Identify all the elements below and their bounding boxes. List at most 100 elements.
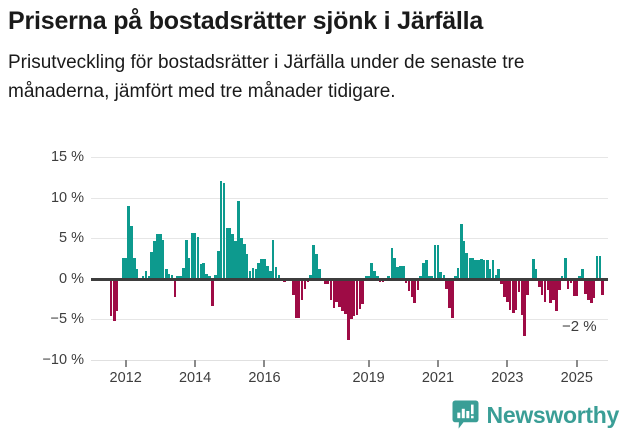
newsworthy-logo[interactable]: Newsworthy — [452, 400, 619, 430]
bar — [399, 265, 402, 279]
bar — [566, 278, 570, 289]
bar — [569, 278, 573, 283]
bar — [332, 278, 336, 309]
y-axis-tick-label: 10 % — [50, 189, 84, 206]
bar — [341, 278, 344, 312]
bar — [269, 270, 272, 279]
bar — [199, 264, 203, 279]
bar — [488, 269, 492, 279]
x-axis-tick-label: 2012 — [109, 370, 142, 386]
bar — [390, 247, 394, 279]
bar — [133, 257, 136, 279]
bar — [265, 265, 269, 279]
bar — [433, 244, 437, 279]
bar — [448, 278, 451, 309]
gridline — [91, 197, 608, 199]
bar — [115, 278, 119, 312]
bar — [338, 278, 342, 308]
bar — [456, 268, 460, 279]
bar — [211, 278, 214, 306]
bar — [170, 274, 174, 279]
bar — [297, 278, 301, 318]
bar — [193, 232, 197, 279]
bar — [187, 257, 191, 279]
bar — [329, 278, 333, 300]
bar — [323, 278, 327, 284]
chart-footer: Newsworthy — [0, 398, 631, 439]
bar — [465, 252, 469, 279]
bar — [312, 244, 316, 279]
bar — [422, 262, 425, 279]
bar — [274, 266, 278, 279]
last-value-annotation: −2 % — [562, 318, 597, 336]
bar — [344, 278, 347, 314]
bar — [182, 268, 185, 279]
chart-header: Priserna på bostadsrätter sjönk i Järfäl… — [0, 0, 631, 106]
bar — [517, 278, 521, 292]
bar — [586, 278, 590, 300]
bar — [303, 278, 307, 289]
chart-plot-area: 15 % 10 % 5 % 0 % −5 % −10 % −2 % 2012 2014 201… — [0, 145, 631, 395]
bar — [234, 241, 237, 279]
bar — [153, 241, 156, 279]
bar — [179, 276, 182, 279]
bar — [540, 278, 544, 296]
bar — [497, 269, 500, 279]
bar — [428, 275, 431, 279]
bar — [430, 276, 434, 279]
bar — [222, 182, 226, 279]
bar — [590, 278, 593, 304]
bar — [468, 257, 472, 279]
bar — [367, 276, 370, 279]
bar — [127, 205, 130, 279]
bar — [228, 227, 232, 279]
bar — [352, 278, 356, 317]
bar — [373, 270, 376, 279]
x-axis-tick-label: 2016 — [248, 370, 281, 386]
logo-wordmark: Newsworthy — [486, 401, 620, 428]
bar — [549, 278, 553, 304]
bar — [124, 257, 127, 279]
bar — [251, 268, 255, 279]
bar — [511, 278, 515, 313]
x-axis-tick-label: 2021 — [421, 370, 455, 386]
bar — [393, 257, 396, 279]
x-axis-tick-label: 2014 — [178, 370, 212, 386]
bar — [534, 269, 538, 279]
x-axis-tick — [575, 360, 578, 367]
bar — [208, 275, 211, 279]
bar — [185, 239, 188, 279]
bar — [564, 257, 567, 279]
bar — [520, 278, 524, 316]
bar — [584, 278, 587, 295]
bar — [598, 256, 602, 279]
bar — [485, 260, 489, 279]
bar-series — [91, 157, 608, 360]
bar — [445, 278, 448, 289]
bar — [439, 272, 443, 279]
bar — [248, 270, 252, 279]
y-axis-tick-label: 5 % — [59, 230, 84, 247]
bar — [503, 278, 506, 297]
bar — [494, 274, 498, 279]
x-axis-tick — [367, 360, 370, 367]
bar — [191, 232, 194, 279]
x-axis-tick — [506, 360, 509, 367]
bar — [176, 275, 180, 279]
bar — [436, 244, 440, 279]
plot-canvas: −2 % — [91, 157, 608, 361]
bar — [245, 254, 249, 279]
bar — [347, 278, 350, 340]
bar — [555, 278, 558, 312]
y-axis-tick-label: 15 % — [50, 149, 84, 165]
bar — [167, 273, 171, 279]
bar — [144, 270, 148, 279]
bar — [558, 278, 561, 291]
bar — [442, 274, 446, 279]
bar — [291, 278, 295, 296]
bar — [401, 265, 405, 279]
x-axis-tick-label: 2025 — [560, 370, 593, 386]
gridline — [91, 238, 608, 240]
bar — [491, 260, 495, 279]
